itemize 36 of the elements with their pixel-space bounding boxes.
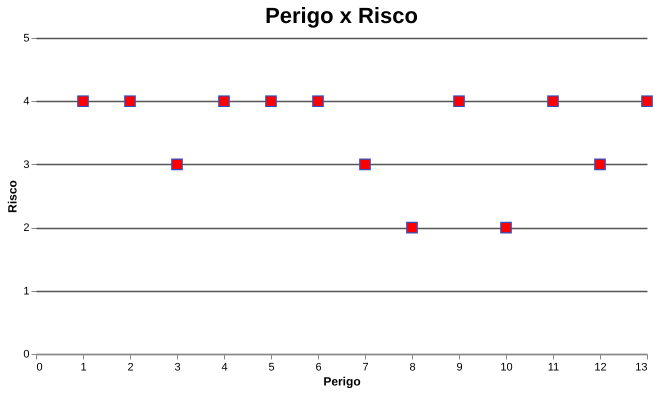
x-tick-label: 3 [174, 362, 181, 374]
y-tick-label: 2 [23, 222, 30, 234]
x-tick-label: 9 [456, 362, 463, 374]
x-tick-label: 8 [409, 362, 416, 374]
x-tick-label: 1 [80, 362, 87, 374]
x-tick-label: 7 [362, 362, 369, 374]
x-tick-label: 10 [500, 362, 513, 374]
point [265, 95, 277, 108]
chart-title: Perigo x Risco [265, 3, 418, 28]
y-tick-label: 1 [23, 285, 30, 298]
point [312, 95, 324, 108]
point [359, 158, 371, 170]
x-tick-label: 13 [635, 362, 648, 374]
point [594, 158, 606, 170]
x-axis-title: Perigo [323, 374, 361, 388]
x-tick-label: 6 [315, 362, 322, 374]
point [547, 95, 559, 108]
point [453, 95, 465, 108]
point [124, 95, 136, 108]
y-tick-label: 5 [23, 32, 30, 44]
point [406, 222, 418, 234]
point [171, 158, 183, 170]
x-tick-label: 4 [221, 362, 228, 374]
y-tick-label: 3 [23, 158, 30, 171]
point [218, 95, 230, 108]
x-tick-label: 0 [36, 362, 43, 374]
y-tick-label: 0 [23, 348, 30, 360]
x-tick-label: 12 [594, 362, 607, 374]
point [77, 95, 89, 108]
y-axis-title: Risco [5, 180, 20, 213]
y-tick-label: 4 [23, 96, 30, 108]
point [641, 95, 653, 108]
x-tick-label: 5 [268, 362, 275, 374]
x-tick-label: 11 [548, 362, 560, 374]
x-tick-label: 2 [127, 362, 134, 374]
point [500, 222, 512, 234]
